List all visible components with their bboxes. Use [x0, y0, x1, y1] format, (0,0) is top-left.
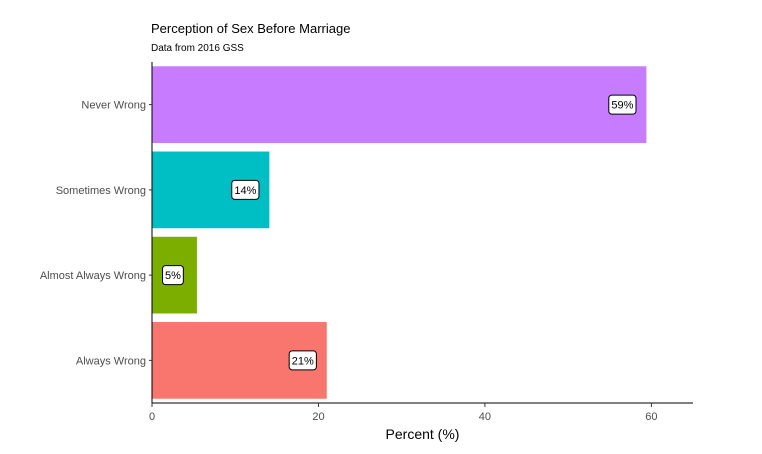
x-tick-label: 40 [479, 411, 491, 423]
data-label: 14% [234, 185, 256, 197]
data-label-box [608, 94, 637, 115]
category-label: Sometimes Wrong [56, 185, 146, 197]
category-label: Always Wrong [76, 355, 146, 367]
data-label: 59% [611, 100, 633, 112]
category-label: Almost Always Wrong [40, 270, 146, 282]
bars-layer [152, 66, 647, 399]
bar [152, 66, 647, 143]
chart-subtitle: Data from 2016 GSS [151, 43, 244, 54]
labels-layer: Always Wrong 21% Almost Always Wrong 5% Some… [40, 94, 658, 423]
x-tick-label: 0 [149, 411, 155, 423]
data-label: 21% [292, 355, 314, 367]
data-label-box [162, 265, 184, 286]
axes-layer [149, 62, 693, 407]
x-tick-label: 20 [312, 411, 324, 423]
chart-title: Perception of Sex Before Marriage [151, 21, 351, 36]
x-tick-label: 60 [645, 411, 657, 423]
category-label: Never Wrong [81, 100, 146, 112]
x-axis-title: Percent (%) [386, 426, 460, 442]
data-label: 5% [165, 270, 181, 282]
data-label-box [231, 179, 260, 200]
data-label-box [288, 350, 317, 371]
